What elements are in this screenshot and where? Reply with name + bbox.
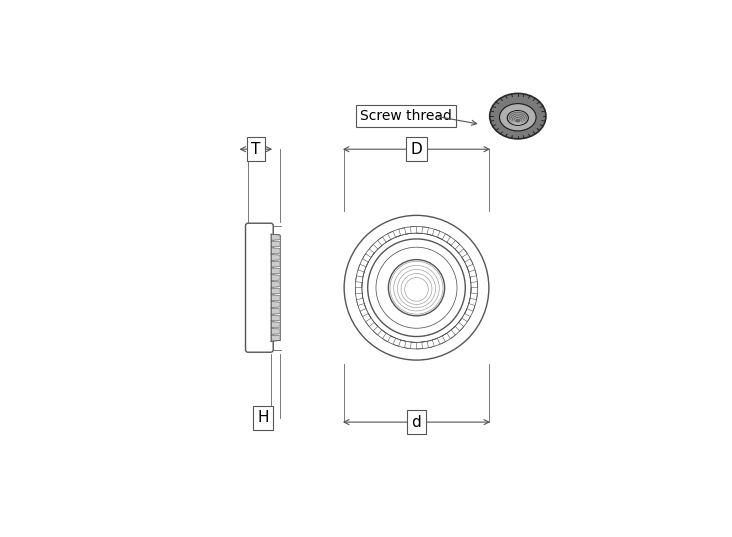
Polygon shape: [271, 261, 280, 267]
Polygon shape: [467, 299, 475, 311]
Polygon shape: [356, 299, 366, 309]
Text: H: H: [258, 410, 269, 425]
Polygon shape: [271, 301, 280, 308]
Polygon shape: [369, 244, 378, 257]
Polygon shape: [271, 295, 280, 301]
FancyBboxPatch shape: [245, 223, 273, 352]
Polygon shape: [427, 229, 440, 237]
Polygon shape: [386, 231, 395, 242]
Polygon shape: [427, 338, 438, 348]
Polygon shape: [271, 315, 280, 321]
Polygon shape: [271, 335, 280, 341]
Polygon shape: [395, 228, 406, 237]
Polygon shape: [271, 308, 280, 314]
Polygon shape: [417, 227, 428, 234]
Text: T: T: [251, 142, 261, 157]
Polygon shape: [362, 253, 371, 267]
Ellipse shape: [507, 111, 529, 125]
Ellipse shape: [490, 93, 546, 139]
Polygon shape: [462, 257, 473, 267]
Polygon shape: [271, 329, 280, 335]
Polygon shape: [383, 333, 395, 342]
Polygon shape: [271, 274, 280, 281]
Polygon shape: [358, 264, 366, 277]
Polygon shape: [406, 227, 417, 234]
Polygon shape: [462, 309, 471, 322]
Polygon shape: [438, 333, 447, 344]
Polygon shape: [447, 326, 455, 339]
Polygon shape: [365, 318, 378, 326]
Polygon shape: [470, 277, 478, 288]
Polygon shape: [271, 288, 280, 294]
Polygon shape: [405, 341, 417, 349]
Polygon shape: [271, 268, 280, 274]
Polygon shape: [470, 288, 477, 300]
Polygon shape: [271, 281, 280, 287]
Polygon shape: [271, 255, 280, 260]
Polygon shape: [271, 248, 280, 254]
Polygon shape: [271, 234, 280, 241]
Polygon shape: [360, 309, 371, 318]
Ellipse shape: [499, 104, 536, 131]
Polygon shape: [356, 276, 363, 288]
Text: D: D: [411, 142, 422, 157]
Polygon shape: [455, 249, 468, 257]
Text: Screw thread: Screw thread: [360, 109, 452, 123]
Polygon shape: [393, 338, 406, 346]
Polygon shape: [355, 288, 363, 299]
Polygon shape: [455, 318, 464, 331]
Polygon shape: [271, 322, 280, 328]
Text: d: d: [411, 415, 422, 430]
Polygon shape: [438, 234, 450, 242]
Polygon shape: [378, 237, 386, 249]
Polygon shape: [467, 267, 477, 277]
Polygon shape: [373, 326, 386, 335]
Polygon shape: [447, 241, 460, 249]
Polygon shape: [271, 241, 280, 247]
Polygon shape: [417, 341, 427, 349]
